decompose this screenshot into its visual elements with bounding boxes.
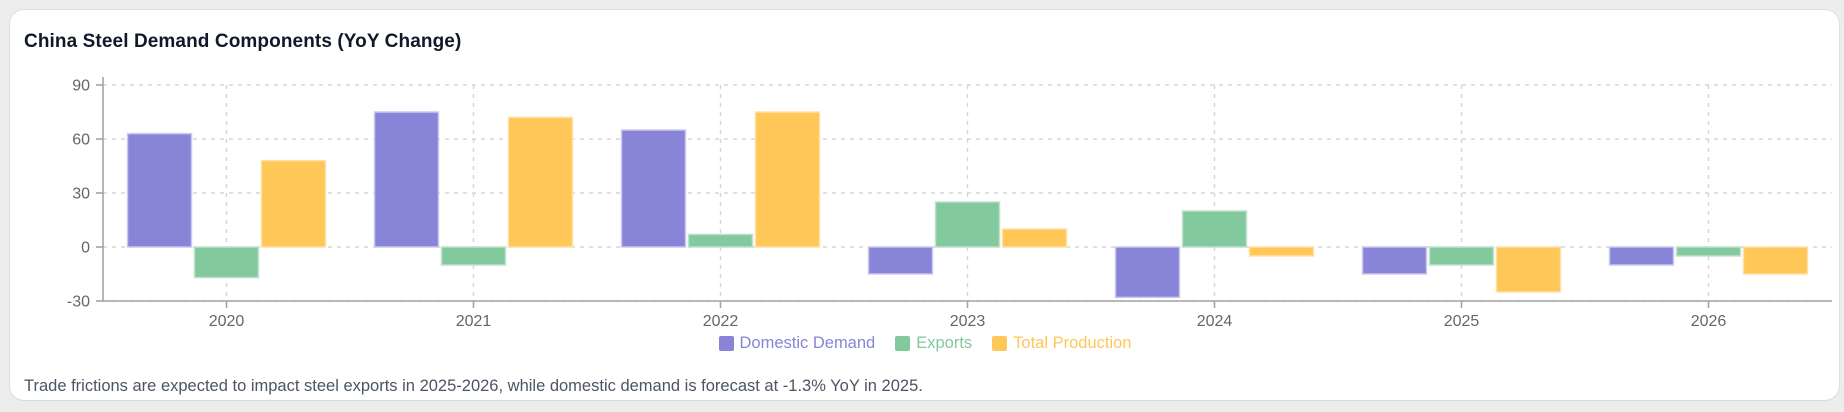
x-tick-label-2025: 2025 [1444,313,1480,330]
bar-total-production-2021[interactable] [507,116,574,248]
bar-exports-2024[interactable] [1181,210,1248,248]
legend-swatch-icon [992,336,1008,351]
bar-exports-2025[interactable] [1428,246,1495,266]
legend-item-exports[interactable]: Exports [895,334,972,353]
bar-total-production-2023[interactable] [1001,228,1068,248]
bar-domestic-demand-2023[interactable] [867,246,934,275]
y-tick-label-30: 30 [72,186,90,203]
bar-exports-2026[interactable] [1675,246,1742,257]
legend-label: Total Production [1013,334,1132,352]
legend-label: Exports [916,334,973,352]
bar-chart-svg: 90 60 30 0 -30 2020 2021 2022 2023 2024 2025 2026 [67,77,1832,330]
y-tick-label--30: -30 [67,294,90,311]
bar-total-production-2022[interactable] [754,111,821,248]
bar-exports-2021[interactable] [440,246,507,266]
x-tick-label-2021: 2021 [456,313,492,330]
chart-legend: Domestic Demand Exports Total Production [10,334,1840,353]
bar-exports-2023[interactable] [934,201,1001,248]
bar-domestic-demand-2021[interactable] [373,111,440,248]
bar-domestic-demand-2024[interactable] [1114,246,1181,299]
bar-exports-2020[interactable] [193,246,260,279]
y-tick-label-90: 90 [72,78,90,95]
legend-item-domestic-demand[interactable]: Domestic Demand [718,334,876,353]
chart-title: China Steel Demand Components (YoY Chang… [24,31,462,52]
bar-domestic-demand-2025[interactable] [1361,246,1428,275]
legend-swatch-icon [718,336,734,351]
bar-domestic-demand-2022[interactable] [620,129,687,248]
bar-total-production-2026[interactable] [1742,246,1809,275]
x-tick-label-2023: 2023 [950,313,986,330]
legend-item-total-production[interactable]: Total Production [992,334,1131,353]
bar-total-production-2025[interactable] [1495,246,1562,293]
x-tick-label-2024: 2024 [1197,313,1233,330]
y-tick-label-0: 0 [81,240,90,257]
x-tick-label-2026: 2026 [1691,313,1727,330]
legend-swatch-icon [895,336,911,351]
chart-footnote: Trade frictions are expected to impact s… [24,377,923,395]
x-tick-label-2022: 2022 [703,313,739,330]
bar-total-production-2024[interactable] [1248,246,1315,257]
bar-domestic-demand-2020[interactable] [126,132,193,248]
bar-exports-2022[interactable] [687,233,754,248]
bar-domestic-demand-2026[interactable] [1608,246,1675,266]
bar-total-production-2020[interactable] [260,159,327,248]
x-tick-label-2020: 2020 [209,313,245,330]
y-tick-label-60: 60 [72,132,90,149]
chart-card: China Steel Demand Components (YoY Chang… [10,10,1839,400]
legend-label: Domestic Demand [739,334,876,352]
